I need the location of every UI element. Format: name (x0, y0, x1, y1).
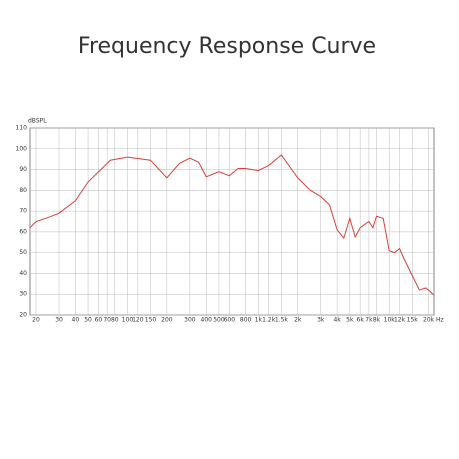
chart-title: Frequency Response Curve (78, 34, 376, 59)
x-tick-label: 5k (346, 317, 354, 324)
x-tick-label: 1k (255, 317, 263, 324)
x-tick-label: 500 (213, 317, 225, 324)
x-unit: Hz (436, 317, 444, 324)
x-tick-label: 100 (122, 317, 134, 324)
x-tick-label: 20k (423, 317, 435, 324)
x-tick-label: 1.5k (275, 317, 289, 324)
x-tick-label: 400 (201, 317, 213, 324)
x-tick-label: 20 (32, 317, 40, 324)
x-tick-label: 10k (384, 317, 396, 324)
x-tick-label: 40 (72, 317, 80, 324)
x-tick-label: 4k (333, 317, 341, 324)
y-unit: dBSPL (28, 118, 47, 125)
x-tick-label: 2k (294, 317, 302, 324)
x-tick-label: 8k (373, 317, 381, 324)
y-tick-label: 40 (19, 270, 27, 277)
x-tick-label: 150 (145, 317, 157, 324)
x-tick-label: 60 (95, 317, 103, 324)
x-tick-label: 200 (161, 317, 173, 324)
response-line (29, 154, 435, 296)
x-tick-label: 800 (240, 317, 252, 324)
x-tick-label: 1.2k (262, 317, 276, 324)
x-tick-label: 3k (317, 317, 325, 324)
y-tick-label: 100 (16, 145, 28, 152)
x-tick-label: 6k (357, 317, 365, 324)
x-tick-label: 30 (55, 317, 63, 324)
y-tick-label: 30 (19, 291, 27, 298)
x-tick-label: 300 (184, 317, 196, 324)
x-tick-label: 600 (224, 317, 236, 324)
y-tick-label: 60 (19, 228, 27, 235)
y-tick-label: 80 (19, 187, 27, 194)
x-tick-label: 15k (407, 317, 419, 324)
x-tick-label: 120 (132, 317, 144, 324)
y-tick-label: 90 (19, 166, 27, 173)
x-tick-label: 50 (84, 317, 92, 324)
x-tick-label: 12k (394, 317, 406, 324)
y-tick-label: 70 (19, 208, 27, 215)
y-tick-label: 50 (19, 249, 27, 256)
x-tick-label: 7k (365, 317, 373, 324)
y-tick-label: 20 (19, 312, 27, 319)
y-tick-label: 110 (16, 125, 28, 132)
x-tick-label: 80 (111, 317, 119, 324)
x-tick-label: 70 (103, 317, 111, 324)
